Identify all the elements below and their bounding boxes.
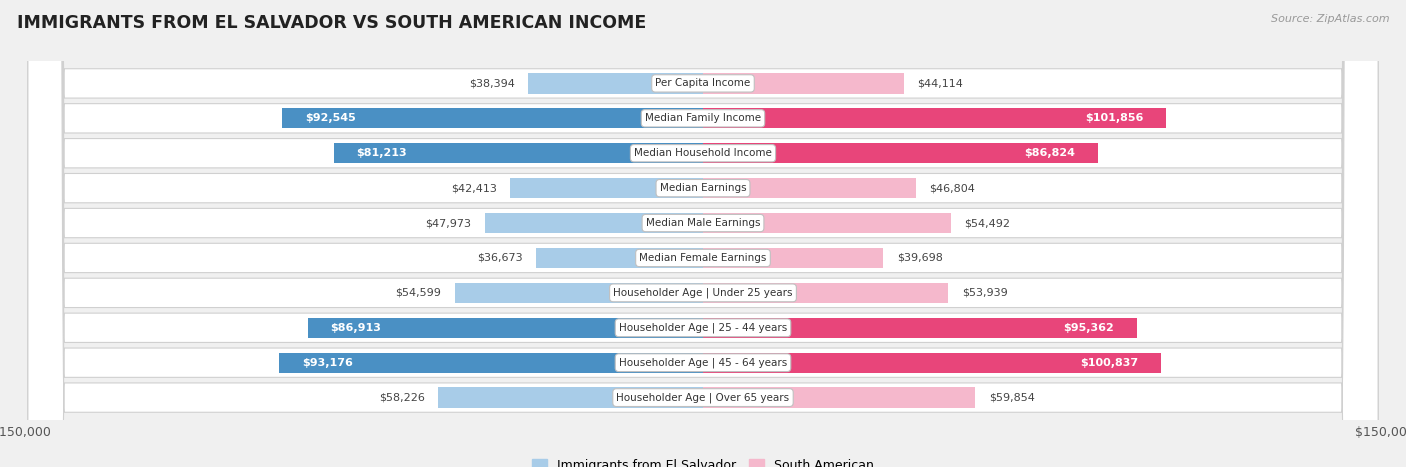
Bar — [703, 73, 904, 93]
Text: Median Family Income: Median Family Income — [645, 113, 761, 123]
Bar — [485, 213, 703, 233]
Text: $54,492: $54,492 — [965, 218, 1011, 228]
Bar — [308, 318, 703, 338]
Bar — [703, 108, 1166, 128]
Text: Per Capita Income: Per Capita Income — [655, 78, 751, 88]
Text: $58,226: $58,226 — [378, 393, 425, 403]
Text: Median Household Income: Median Household Income — [634, 148, 772, 158]
Legend: Immigrants from El Salvador, South American: Immigrants from El Salvador, South Ameri… — [533, 459, 873, 467]
Text: $36,673: $36,673 — [477, 253, 523, 263]
Text: $95,362: $95,362 — [1063, 323, 1114, 333]
Text: Source: ZipAtlas.com: Source: ZipAtlas.com — [1271, 14, 1389, 24]
FancyBboxPatch shape — [28, 0, 1378, 467]
Text: Median Earnings: Median Earnings — [659, 183, 747, 193]
Bar — [703, 283, 948, 303]
Bar — [333, 143, 703, 163]
Text: $59,854: $59,854 — [988, 393, 1035, 403]
Bar — [529, 73, 703, 93]
Bar — [536, 248, 703, 268]
Text: $100,837: $100,837 — [1081, 358, 1139, 368]
Text: $93,176: $93,176 — [302, 358, 353, 368]
FancyBboxPatch shape — [28, 0, 1378, 467]
Bar — [703, 318, 1136, 338]
Text: $92,545: $92,545 — [305, 113, 356, 123]
Text: $86,913: $86,913 — [330, 323, 381, 333]
Text: $38,394: $38,394 — [470, 78, 515, 88]
Bar — [703, 213, 950, 233]
FancyBboxPatch shape — [28, 0, 1378, 467]
Bar — [439, 388, 703, 408]
FancyBboxPatch shape — [28, 0, 1378, 467]
Bar — [283, 108, 703, 128]
FancyBboxPatch shape — [28, 0, 1378, 467]
Text: $86,824: $86,824 — [1024, 148, 1076, 158]
Bar — [280, 353, 703, 373]
Bar — [703, 248, 883, 268]
Text: $46,804: $46,804 — [929, 183, 976, 193]
Text: Householder Age | 45 - 64 years: Householder Age | 45 - 64 years — [619, 357, 787, 368]
FancyBboxPatch shape — [28, 0, 1378, 467]
Text: Median Male Earnings: Median Male Earnings — [645, 218, 761, 228]
Text: $39,698: $39,698 — [897, 253, 943, 263]
Text: $42,413: $42,413 — [451, 183, 496, 193]
FancyBboxPatch shape — [28, 0, 1378, 467]
FancyBboxPatch shape — [28, 0, 1378, 467]
FancyBboxPatch shape — [28, 0, 1378, 467]
Text: IMMIGRANTS FROM EL SALVADOR VS SOUTH AMERICAN INCOME: IMMIGRANTS FROM EL SALVADOR VS SOUTH AME… — [17, 14, 647, 32]
Bar — [510, 178, 703, 198]
Text: $47,973: $47,973 — [425, 218, 471, 228]
Text: Householder Age | 25 - 44 years: Householder Age | 25 - 44 years — [619, 323, 787, 333]
Text: $81,213: $81,213 — [357, 148, 408, 158]
Bar — [703, 178, 915, 198]
Bar — [703, 388, 976, 408]
Text: Householder Age | Under 25 years: Householder Age | Under 25 years — [613, 288, 793, 298]
Bar — [454, 283, 703, 303]
Text: $53,939: $53,939 — [962, 288, 1008, 298]
Bar — [703, 353, 1161, 373]
Text: Median Female Earnings: Median Female Earnings — [640, 253, 766, 263]
Text: $44,114: $44,114 — [917, 78, 963, 88]
Text: $101,856: $101,856 — [1085, 113, 1143, 123]
FancyBboxPatch shape — [28, 0, 1378, 467]
Text: $54,599: $54,599 — [395, 288, 441, 298]
Bar — [703, 143, 1098, 163]
Text: Householder Age | Over 65 years: Householder Age | Over 65 years — [616, 392, 790, 403]
